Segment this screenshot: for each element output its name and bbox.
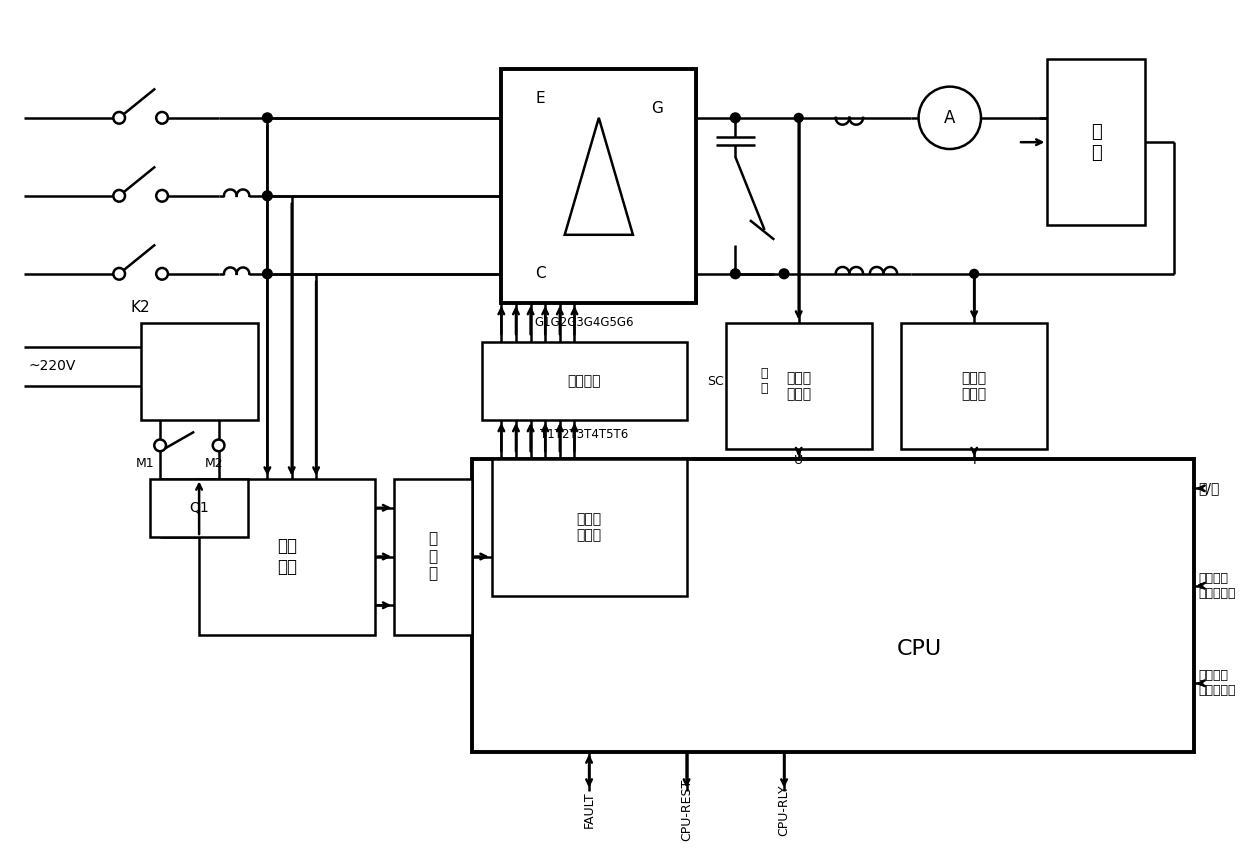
Polygon shape — [564, 118, 632, 235]
Text: 启/停: 启/停 — [1198, 482, 1220, 495]
Circle shape — [795, 114, 804, 122]
Text: 负
载: 负 载 — [1091, 123, 1101, 162]
Text: CPU-REST: CPU-REST — [680, 778, 693, 841]
Circle shape — [213, 439, 224, 451]
Text: 输入直流
电流给定值: 输入直流 电流给定值 — [1198, 669, 1236, 697]
Circle shape — [263, 113, 273, 123]
Circle shape — [154, 439, 166, 451]
Circle shape — [113, 190, 125, 202]
Bar — [200, 478, 374, 634]
Text: SC: SC — [708, 375, 724, 388]
Text: CPU-RLY: CPU-RLY — [777, 784, 791, 836]
Text: G1G2G3G4G5G6: G1G2G3G4G5G6 — [534, 316, 634, 329]
Bar — [725, 322, 872, 449]
Bar — [1048, 59, 1145, 225]
Text: 驱动电路: 驱动电路 — [568, 374, 601, 388]
Text: C: C — [534, 266, 546, 282]
Bar — [394, 478, 472, 634]
Text: 直流电
流检测: 直流电 流检测 — [961, 371, 987, 401]
Bar — [472, 459, 1194, 751]
Circle shape — [970, 270, 978, 278]
Circle shape — [263, 269, 273, 279]
Text: ~220V: ~220V — [29, 360, 76, 373]
Text: 锁
相
环: 锁 相 环 — [429, 532, 438, 582]
Circle shape — [156, 190, 167, 202]
Circle shape — [156, 112, 167, 124]
Circle shape — [263, 191, 273, 201]
Circle shape — [730, 113, 740, 123]
Circle shape — [113, 268, 125, 280]
Bar — [491, 459, 687, 595]
Text: T1T2T3T4T5T6: T1T2T3T4T5T6 — [541, 428, 629, 441]
Bar — [140, 322, 258, 420]
Bar — [901, 322, 1048, 449]
Text: FAULT: FAULT — [583, 792, 595, 828]
Circle shape — [919, 86, 981, 149]
Text: E: E — [536, 91, 546, 106]
Text: M1: M1 — [136, 457, 155, 471]
Bar — [150, 478, 248, 537]
Text: 移相脉
冲控制: 移相脉 冲控制 — [577, 512, 601, 543]
Text: I: I — [972, 455, 976, 467]
Text: 同步
信号: 同步 信号 — [277, 537, 296, 576]
Text: M2: M2 — [205, 457, 223, 471]
Circle shape — [730, 269, 740, 279]
Circle shape — [156, 268, 167, 280]
Circle shape — [779, 269, 789, 279]
Bar — [501, 69, 697, 303]
Text: U: U — [794, 455, 804, 467]
Bar — [482, 342, 687, 420]
Text: CPU: CPU — [897, 639, 942, 659]
Text: G: G — [651, 101, 663, 115]
Text: 温
度: 温 度 — [761, 367, 769, 395]
Text: 输入直流
电压给定值: 输入直流 电压给定值 — [1198, 572, 1236, 600]
Text: K2: K2 — [130, 300, 150, 315]
Text: Q1: Q1 — [190, 501, 210, 515]
Text: 直流电
压检测: 直流电 压检测 — [786, 371, 811, 401]
Text: A: A — [944, 109, 956, 127]
Circle shape — [113, 112, 125, 124]
